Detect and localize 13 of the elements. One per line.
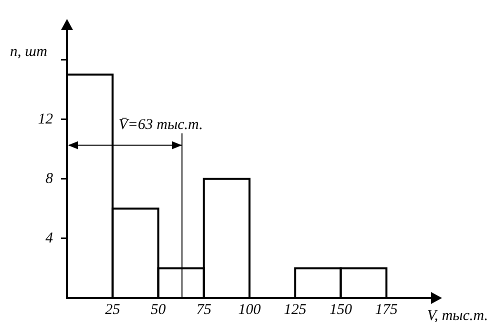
x-tick-label: 150 bbox=[330, 302, 352, 318]
y-axis-title: n, шт bbox=[10, 44, 48, 60]
x-tick-label: 50 bbox=[150, 302, 166, 318]
x-tick-label: 175 bbox=[375, 302, 398, 318]
y-tick-label: 4 bbox=[46, 230, 54, 246]
x-axis-title: V, тыс.т. bbox=[427, 308, 488, 324]
x-tick-label: 75 bbox=[196, 302, 212, 318]
x-tick-label: 125 bbox=[284, 302, 307, 318]
y-tick-label: 12 bbox=[38, 111, 54, 128]
x-tick-label: 100 bbox=[238, 302, 262, 318]
ref-line-label: V̄=63 тыс.т. bbox=[118, 116, 203, 134]
y-tick-label: 8 bbox=[46, 170, 54, 187]
x-tick-label: 25 bbox=[105, 302, 121, 318]
